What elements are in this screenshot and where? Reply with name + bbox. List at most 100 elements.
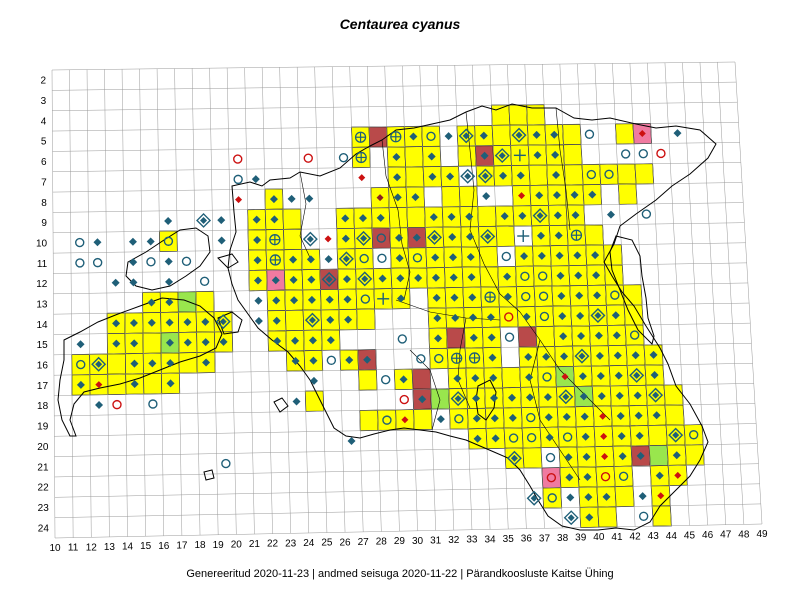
grid-cell-40-22 — [595, 466, 616, 488]
marker-red-diamond-icon — [600, 432, 608, 440]
marker-open-circle-icon — [382, 415, 392, 425]
marker-diamond-icon — [571, 211, 580, 220]
marker-diamond-icon — [480, 151, 489, 160]
marker-red-diamond-icon — [599, 412, 607, 420]
x-axis-labels: 10 11 12 13 14 15 16 17 18 19 20 21 22 23 24 25 26 27 28 29… — [49, 529, 768, 554]
marker-circle-cross-icon — [269, 234, 281, 246]
grid-cell-41-7 — [599, 163, 619, 185]
marker-diamond-icon — [556, 271, 565, 280]
marker-diamond-icon — [558, 312, 567, 321]
marker-diamond-icon — [487, 333, 496, 342]
marker-diamond-icon — [253, 235, 262, 244]
grid-cell-35-5 — [491, 124, 512, 147]
marker-diamond-icon — [500, 212, 509, 221]
marker-diamond-icon — [479, 131, 488, 140]
footer-caption: Genereeritud 2020-11-23 | andmed seisuga… — [186, 568, 614, 580]
marker-diamond-icon — [489, 373, 498, 382]
marker-diamond-icon — [575, 291, 584, 300]
grid-cell-42-8 — [617, 183, 638, 205]
grid-cell-43-24 — [651, 505, 672, 527]
marker-diamond-icon — [165, 298, 174, 307]
marker-diamond-in-diamond-icon — [506, 450, 522, 466]
marker-open-circle-icon — [562, 432, 573, 442]
marker-diamond-icon — [673, 129, 682, 138]
marker-open-circle-icon — [412, 253, 423, 263]
grid-cell-27-14 — [356, 308, 376, 331]
marker-red-diamond-icon — [95, 381, 103, 389]
marker-diamond-icon — [584, 493, 593, 502]
grid-cell-38-20 — [557, 426, 578, 448]
marker-open-circle-icon — [376, 233, 387, 243]
marker-diamond-icon — [469, 313, 478, 322]
marker-diamond-icon — [448, 253, 457, 262]
x-axis-label: 42 — [630, 532, 642, 543]
marker-open-circle-icon — [416, 354, 426, 364]
grid-line-horizontal — [53, 342, 752, 356]
marker-diamond-icon — [655, 471, 664, 480]
coastline — [57, 103, 717, 531]
grid-cell-45-20 — [683, 424, 704, 446]
grid-cell-32-19 — [449, 408, 469, 430]
marker-diamond-icon — [414, 274, 423, 283]
marker-diamond-in-diamond-icon — [356, 230, 372, 246]
marker-diamond-icon — [147, 298, 156, 307]
marker-open-circle-icon — [326, 355, 337, 366]
marker-open-circle-icon — [620, 149, 631, 159]
marker-diamond-icon — [579, 392, 588, 401]
y-axis-label: 18 — [37, 401, 49, 412]
marker-circle-cross-icon — [354, 131, 367, 143]
marker-diamond-icon — [253, 256, 262, 265]
grid-cell-36-15 — [517, 326, 538, 348]
marker-diamond-icon — [532, 130, 541, 139]
grid-cell-18-13 — [195, 290, 215, 313]
marker-diamond-icon — [129, 319, 138, 328]
marker-diamond-icon — [164, 257, 173, 266]
grid-cell-33-8 — [458, 185, 479, 208]
grid-line-vertical — [226, 67, 237, 535]
marker-open-circle-icon — [526, 433, 537, 443]
marker-diamond-icon — [578, 372, 587, 381]
marker-diamond-icon — [418, 395, 427, 404]
marker-diamond-icon — [518, 211, 527, 220]
marker-diamond-icon — [219, 337, 228, 346]
x-axis-label: 21 — [249, 539, 261, 550]
grid-line-vertical — [139, 68, 146, 537]
grid-line-vertical — [86, 69, 92, 538]
grid-line-vertical — [314, 66, 328, 533]
marker-diamond-in-diamond-icon — [574, 348, 590, 364]
marker-diamond-icon — [271, 276, 280, 285]
x-axis-label: 30 — [412, 536, 424, 547]
grid-cell-42-5 — [614, 123, 635, 145]
marker-diamond-icon — [450, 293, 459, 302]
grid-cell-28-10 — [371, 227, 391, 249]
x-axis-label: 49 — [756, 529, 768, 540]
marker-diamond-icon — [446, 172, 455, 181]
marker-diamond-icon — [393, 193, 402, 202]
marker-open-circle-icon — [688, 430, 699, 440]
marker-diamond-icon — [270, 215, 279, 224]
marker-diamond-icon — [129, 258, 138, 267]
grid-line-vertical — [69, 69, 74, 538]
marker-open-circle-icon — [454, 414, 464, 424]
marker-open-circle-icon — [148, 399, 158, 409]
marker-red-diamond-icon — [518, 192, 526, 200]
marker-diamond-in-diamond-icon — [629, 367, 645, 383]
y-axis-label: 8 — [41, 198, 47, 209]
grid-line-vertical — [384, 66, 400, 532]
marker-diamond-icon — [525, 393, 534, 402]
grid-line-vertical — [296, 67, 310, 533]
marker-diamond-icon — [412, 233, 421, 242]
marker-open-circle-icon — [76, 359, 86, 370]
marker-open-circle-icon — [604, 169, 614, 179]
marker-diamond-icon — [490, 414, 499, 423]
grid-cell-30-7 — [405, 166, 425, 188]
marker-diamond-icon — [76, 340, 85, 349]
x-axis-label: 24 — [303, 538, 315, 549]
marker-diamond-icon — [591, 251, 600, 260]
grid-cell-31-18 — [430, 388, 450, 410]
x-axis-label: 28 — [376, 537, 388, 548]
marker-diamond-icon — [573, 251, 582, 260]
grid-cell-15-17 — [143, 372, 163, 395]
marker-diamond-icon — [273, 337, 282, 346]
